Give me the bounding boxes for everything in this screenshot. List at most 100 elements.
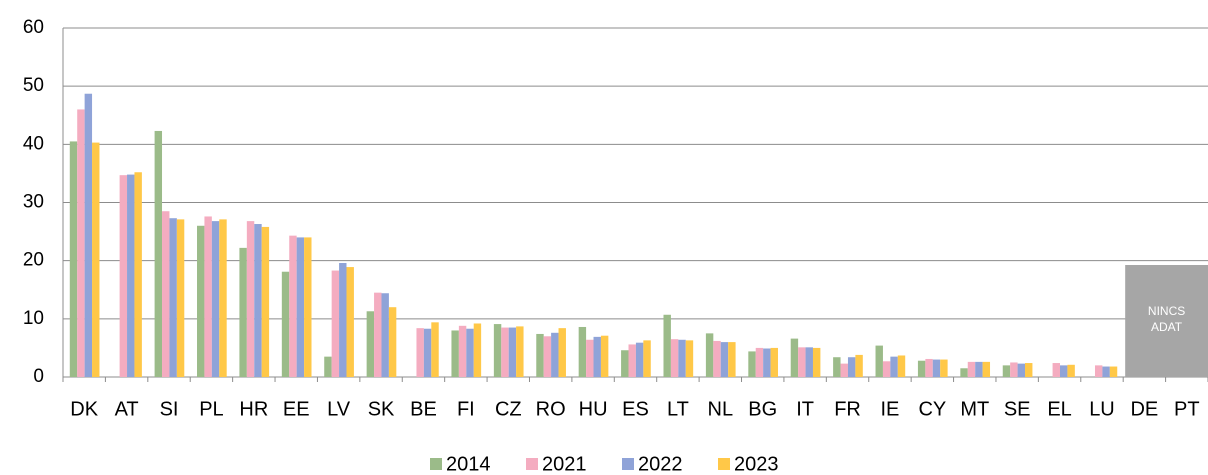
bar: [331, 270, 340, 377]
bar: [77, 109, 85, 377]
bar: [339, 262, 347, 377]
y-tick-label: 50: [23, 75, 44, 96]
bar: [593, 336, 601, 377]
bar: [678, 339, 686, 377]
x-tick-label: CY: [918, 398, 946, 420]
bar: [621, 350, 629, 377]
bar: [1067, 364, 1075, 377]
bar: [925, 358, 933, 377]
legend-swatch: [718, 458, 730, 470]
bar: [304, 237, 312, 377]
x-tick-label: LT: [667, 398, 689, 420]
bar: [501, 327, 509, 377]
y-tick-label: 30: [23, 192, 44, 213]
bar: [1010, 362, 1018, 377]
x-tick-label: IE: [880, 398, 899, 420]
bar: [635, 342, 644, 377]
x-tick-label: RO: [536, 398, 566, 420]
bar: [466, 328, 474, 377]
x-tick-label: MT: [960, 398, 989, 420]
bar: [451, 330, 459, 377]
bar: [705, 333, 714, 377]
bar: [493, 324, 502, 377]
bar: [600, 335, 609, 377]
bar: [374, 292, 382, 377]
bar: [586, 339, 594, 377]
bar: [254, 224, 262, 377]
bar: [473, 323, 482, 377]
bar: [134, 172, 142, 377]
x-tick-label: HU: [579, 398, 608, 420]
no-data-box: [1125, 265, 1208, 377]
bar: [289, 235, 297, 377]
bar: [366, 311, 375, 377]
bar: [246, 221, 255, 377]
bar: [239, 247, 247, 377]
bar: [578, 326, 587, 377]
bar: [882, 361, 891, 377]
bar: [875, 345, 883, 377]
bar: [940, 359, 948, 377]
bar: [790, 338, 799, 377]
x-tick-label: DK: [70, 398, 98, 420]
legend-label: 2023: [734, 453, 779, 475]
bar: [197, 225, 205, 377]
bar: [162, 211, 170, 377]
bar: [204, 216, 212, 377]
bar: [897, 355, 906, 377]
bar: [431, 322, 439, 377]
bar: [685, 340, 694, 377]
bar: [69, 141, 78, 377]
bar: [1102, 366, 1110, 377]
x-tick-label: FI: [457, 398, 475, 420]
bar: [1002, 365, 1011, 377]
bar: [847, 357, 856, 377]
legend-swatch: [622, 458, 634, 470]
bar: [728, 342, 736, 377]
bar: [508, 327, 517, 377]
x-tick-label: EL: [1047, 398, 1071, 420]
legend-swatch: [430, 458, 442, 470]
bar: [543, 336, 552, 377]
bar: [558, 328, 566, 377]
bar: [388, 307, 397, 377]
bar: [296, 237, 305, 377]
bar: [381, 293, 389, 377]
x-tick-label: FR: [834, 398, 861, 420]
x-tick-label: IT: [796, 398, 814, 420]
bar: [833, 357, 841, 377]
bar: [119, 175, 128, 377]
x-tick-label: HR: [239, 398, 268, 420]
x-tick-label: BE: [410, 398, 437, 420]
y-tick-label: 10: [23, 308, 44, 329]
bar: [346, 267, 354, 377]
x-tick-label: SE: [1004, 398, 1031, 420]
bar: [219, 219, 227, 377]
x-tick-label: EE: [283, 398, 310, 420]
bar: [458, 325, 467, 377]
bar: [176, 219, 185, 377]
bar: [324, 356, 332, 377]
x-tick-label: NL: [708, 398, 734, 420]
bar: [536, 333, 544, 377]
bar: [1025, 363, 1033, 377]
bar: [670, 339, 679, 377]
bar: [967, 361, 976, 377]
bar: [982, 361, 991, 377]
bar: [840, 363, 848, 377]
y-tick-label: 0: [33, 366, 44, 387]
legend-label: 2021: [542, 453, 587, 475]
bar: [92, 142, 100, 377]
bar: [770, 347, 778, 377]
legend-label: 2022: [638, 453, 683, 475]
x-tick-label: SI: [160, 398, 179, 420]
x-tick-label: PL: [199, 398, 223, 420]
bar: [127, 174, 135, 377]
x-tick-label: AT: [115, 398, 139, 420]
annotation: ADAT: [1151, 320, 1183, 334]
bar: [663, 314, 671, 377]
y-tick-label: 20: [23, 250, 44, 271]
bar: [516, 326, 524, 377]
bar: [423, 328, 432, 377]
